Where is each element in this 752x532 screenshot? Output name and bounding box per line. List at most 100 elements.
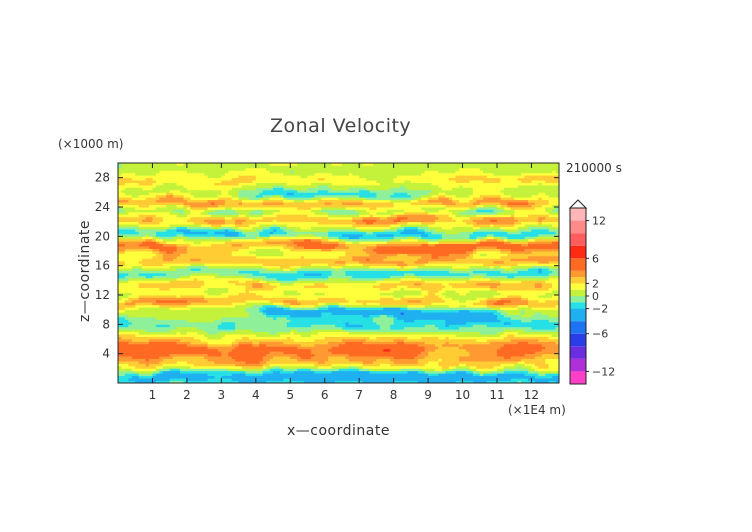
field-cell — [507, 307, 512, 311]
field-cell — [200, 290, 205, 293]
field-cell — [269, 295, 274, 298]
field-cell — [355, 361, 360, 364]
field-cell — [345, 348, 350, 352]
field-cell — [341, 365, 346, 369]
field-cell — [166, 321, 171, 325]
field-cell — [152, 319, 157, 323]
field-cell — [400, 370, 405, 374]
field-cell — [362, 304, 367, 308]
field-cell — [207, 361, 212, 364]
field-cell — [445, 378, 450, 381]
field-cell — [366, 295, 370, 298]
field-cell — [465, 361, 470, 364]
field-cell — [410, 321, 415, 325]
field-cell — [493, 353, 498, 357]
field-cell — [369, 295, 374, 298]
field-cell — [521, 378, 525, 381]
field-cell — [217, 370, 222, 374]
field-cell — [135, 317, 140, 320]
field-cell — [255, 375, 260, 379]
field-cell — [403, 290, 408, 293]
field-cell — [355, 299, 360, 303]
field-cell — [131, 331, 136, 335]
field-cell — [321, 356, 326, 359]
field-cell — [149, 299, 153, 303]
field-cell — [414, 343, 419, 347]
field-cell — [155, 343, 160, 347]
field-cell — [317, 331, 322, 335]
field-cell — [317, 319, 322, 323]
field-cell — [500, 373, 505, 377]
field-cell — [142, 324, 146, 328]
field-cell — [369, 358, 374, 362]
field-cell — [135, 302, 140, 306]
field-cell — [324, 353, 329, 357]
field-cell — [242, 339, 246, 342]
field-cell — [421, 321, 426, 325]
field-cell — [414, 375, 419, 379]
field-cell — [452, 358, 457, 362]
field-cell — [159, 304, 164, 308]
field-cell — [507, 302, 512, 306]
field-cell — [462, 334, 467, 337]
field-cell — [383, 312, 388, 315]
field-cell — [555, 361, 560, 364]
field-cell — [221, 324, 226, 328]
field-cell — [521, 304, 525, 308]
field-cell — [410, 341, 415, 345]
field-cell — [135, 297, 140, 301]
field-cell — [221, 314, 226, 318]
field-cell — [314, 307, 319, 311]
field-cell — [517, 368, 522, 372]
field-cell — [379, 351, 384, 355]
field-cell — [417, 348, 422, 352]
field-cell — [421, 378, 426, 381]
field-cell — [445, 348, 450, 352]
field-cell — [207, 380, 212, 384]
field-cell — [469, 290, 474, 293]
field-cell — [386, 370, 391, 374]
field-cell — [317, 314, 322, 318]
field-cell — [428, 378, 432, 381]
field-cell — [255, 370, 260, 374]
field-cell — [331, 295, 336, 298]
field-cell — [434, 309, 439, 313]
field-cell — [552, 368, 556, 372]
field-cell — [328, 319, 333, 323]
field-cell — [214, 346, 219, 350]
field-cell — [496, 299, 501, 303]
field-cell — [438, 351, 443, 355]
field-cell — [514, 358, 519, 362]
field-cell — [169, 380, 174, 384]
field-cell — [541, 297, 546, 301]
field-cell — [238, 380, 243, 384]
field-cell — [217, 295, 222, 298]
field-cell — [197, 356, 202, 359]
field-cell — [507, 378, 512, 381]
field-cell — [369, 368, 374, 372]
field-cell — [348, 368, 353, 372]
field-cell — [414, 351, 419, 355]
field-cell — [496, 295, 501, 298]
field-cell — [431, 346, 436, 350]
field-cell — [465, 299, 470, 303]
field-cell — [348, 287, 353, 291]
field-cell — [352, 356, 357, 359]
field-cell — [469, 375, 474, 379]
field-cell — [341, 319, 346, 323]
field-cell — [345, 292, 350, 296]
field-cell — [503, 365, 508, 369]
field-cell — [503, 375, 508, 379]
field-cell — [207, 378, 212, 381]
field-cell — [276, 343, 281, 347]
field-cell — [135, 319, 140, 323]
field-cell — [162, 375, 167, 379]
field-cell — [514, 292, 519, 296]
field-cell — [500, 380, 505, 384]
field-cell — [242, 356, 246, 359]
field-cell — [548, 309, 553, 313]
field-cell — [476, 314, 481, 318]
field-cell — [431, 290, 436, 293]
field-cell — [142, 331, 146, 335]
field-cell — [496, 309, 501, 313]
